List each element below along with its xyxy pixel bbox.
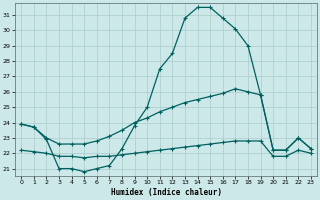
X-axis label: Humidex (Indice chaleur): Humidex (Indice chaleur)	[111, 188, 221, 197]
